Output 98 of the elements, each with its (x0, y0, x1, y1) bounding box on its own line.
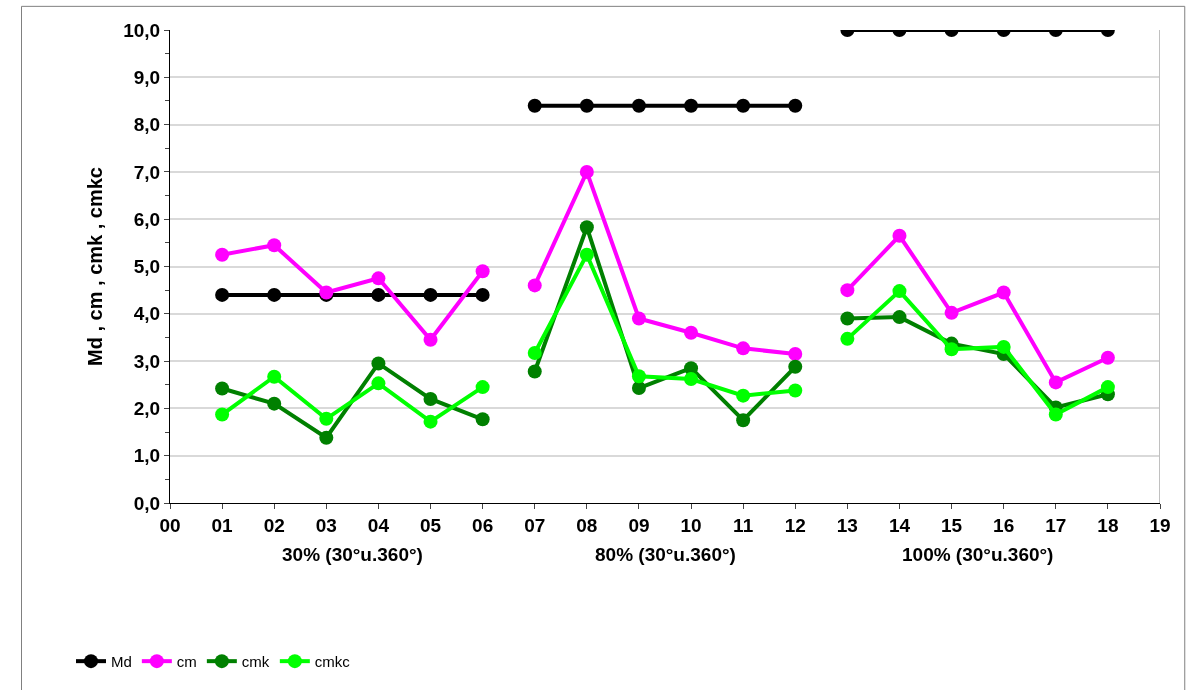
point (371, 356, 386, 371)
point (892, 310, 907, 325)
point (267, 238, 282, 253)
point (631, 98, 646, 113)
point (840, 283, 855, 298)
point (840, 331, 855, 346)
point (475, 380, 490, 395)
point (736, 413, 751, 428)
point (475, 264, 490, 279)
point (215, 247, 230, 262)
x-tick-label: 13 (836, 514, 858, 536)
point (579, 247, 594, 262)
point (631, 369, 646, 384)
point (996, 339, 1011, 354)
point (475, 287, 490, 302)
point (996, 285, 1011, 300)
point (631, 311, 646, 326)
point (684, 325, 699, 340)
point (631, 381, 646, 396)
y-tick-label: 2,0 (133, 398, 161, 420)
point (736, 98, 751, 113)
point (215, 381, 230, 396)
y-tick-label: 9,0 (133, 66, 161, 88)
x-tick-label: 00 (159, 514, 181, 536)
y-tick-label: 4,0 (133, 303, 161, 325)
point (788, 98, 803, 113)
point (892, 284, 907, 299)
point (1048, 407, 1063, 422)
legend-label: cmk (241, 653, 270, 670)
point (788, 347, 803, 361)
x-tick-label: 01 (211, 514, 234, 536)
point (527, 364, 542, 379)
text: 100% (30°u.360°) (902, 544, 1054, 565)
text: 30% (30°u.360°) (282, 544, 423, 565)
y-tick-label: 7,0 (133, 161, 161, 183)
point (579, 220, 594, 235)
x-tick-label: 11 (733, 514, 754, 536)
point (579, 98, 594, 113)
x-tick-label: 03 (315, 514, 337, 536)
x-tick-label: 04 (367, 514, 390, 536)
point (736, 388, 751, 403)
x-tick-label: 08 (576, 514, 598, 536)
point (579, 164, 594, 179)
point (788, 383, 803, 398)
point (371, 376, 386, 391)
x-tick-label: 19 (1149, 514, 1171, 536)
point (840, 311, 855, 326)
point (736, 341, 751, 356)
point (423, 414, 438, 429)
point (527, 98, 542, 113)
x-tick-label: 14 (888, 514, 911, 536)
x-tick-label: 10 (680, 514, 702, 536)
point (423, 332, 438, 347)
x-tick-label: 09 (628, 514, 650, 536)
point (215, 287, 230, 302)
point (1100, 380, 1115, 395)
point (319, 430, 334, 445)
point (527, 278, 542, 293)
legend-label: Md (111, 653, 132, 670)
legend-label: cmkc (314, 653, 351, 670)
point (788, 359, 803, 374)
x-tick-label: 02 (263, 514, 285, 536)
x-tick-label: 18 (1097, 514, 1119, 536)
y-tick-label: 10,0 (123, 19, 161, 41)
point (423, 287, 438, 302)
point (892, 228, 907, 243)
y-tick-label: 8,0 (133, 114, 161, 136)
point (267, 396, 282, 411)
y-tick-label: 3,0 (133, 350, 161, 372)
x-tick-label: 16 (993, 514, 1015, 536)
point (1100, 350, 1115, 365)
x-tick-label: 15 (941, 514, 963, 536)
x-tick-label: 12 (784, 514, 806, 536)
x-tick-label: 05 (419, 514, 442, 536)
point (944, 342, 959, 357)
point (1048, 375, 1063, 390)
y-tick-label: 1,0 (133, 445, 161, 467)
point (267, 287, 282, 302)
y-tick-label: 5,0 (133, 256, 161, 278)
x-tick-label: 06 (472, 514, 494, 536)
legend-label: cm (176, 653, 197, 670)
point (215, 407, 230, 422)
x-tick-label: 17 (1045, 514, 1067, 536)
point (423, 391, 438, 406)
y-tick-label: 0,0 (133, 492, 161, 514)
point (527, 346, 542, 361)
point (684, 372, 699, 387)
point (684, 98, 699, 113)
y-axis-title: Md , cm , cmk , cmkc (83, 167, 106, 366)
point (475, 412, 490, 427)
point (371, 271, 386, 286)
point (371, 287, 386, 302)
point (319, 411, 334, 426)
y-tick-label: 6,0 (133, 208, 161, 230)
point (267, 369, 282, 384)
x-tick-label: 07 (524, 514, 546, 536)
text: 80% (30°u.360°) (595, 544, 736, 565)
point (944, 305, 959, 320)
